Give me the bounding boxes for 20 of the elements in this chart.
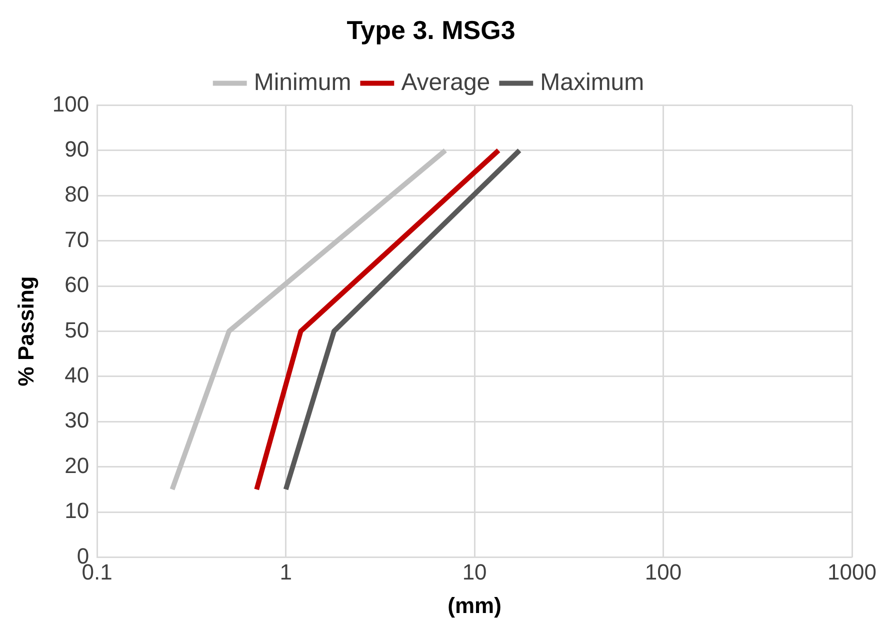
legend-label: Average [401, 68, 490, 96]
y-tick-label: 70 [64, 226, 90, 252]
chart-title: Type 3. MSG3 [346, 14, 516, 45]
y-tick-label: 30 [64, 408, 90, 433]
legend-label: Maximum [540, 68, 644, 96]
y-tick-label: 50 [64, 317, 90, 342]
x-tick-label: 1000 [828, 559, 876, 584]
y-tick-label: 80 [64, 182, 90, 207]
y-tick-label: 100 [52, 91, 90, 116]
y-tick-label: 10 [64, 498, 90, 524]
y-axis-title: % Passing [13, 276, 38, 386]
y-tick-label: 40 [64, 362, 90, 388]
x-axis-title: (mm) [448, 592, 502, 618]
legend-label: Minimum [254, 68, 352, 96]
x-tick-label: 1 [280, 559, 292, 584]
x-tick-label: 10 [462, 559, 487, 584]
y-tick-label: 90 [64, 136, 90, 162]
y-tick-label: 60 [64, 272, 90, 298]
x-tick-label: 100 [644, 559, 682, 584]
y-tick-label: 20 [64, 452, 90, 478]
